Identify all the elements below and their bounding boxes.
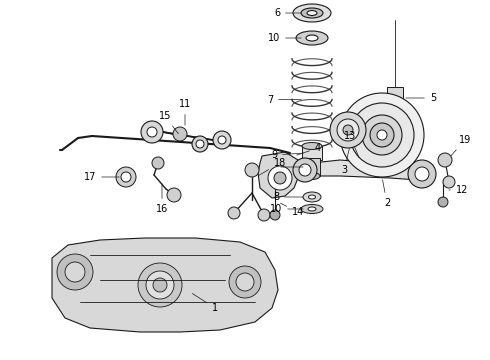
Circle shape xyxy=(146,271,174,299)
Text: 13: 13 xyxy=(344,131,359,157)
Circle shape xyxy=(340,93,424,177)
Circle shape xyxy=(236,273,254,291)
Circle shape xyxy=(121,172,131,182)
Circle shape xyxy=(173,127,187,141)
Circle shape xyxy=(415,167,429,181)
Polygon shape xyxy=(258,152,300,198)
Ellipse shape xyxy=(301,204,323,213)
Text: 17: 17 xyxy=(84,172,119,182)
Text: 7: 7 xyxy=(267,95,301,104)
Text: 2: 2 xyxy=(383,180,390,208)
Text: 18: 18 xyxy=(258,158,286,176)
Circle shape xyxy=(389,159,401,171)
Circle shape xyxy=(65,262,85,282)
Ellipse shape xyxy=(301,8,323,18)
Ellipse shape xyxy=(307,10,317,15)
Circle shape xyxy=(343,125,353,135)
Circle shape xyxy=(274,172,286,184)
Text: 15: 15 xyxy=(159,111,178,134)
Text: 9: 9 xyxy=(271,150,303,160)
Ellipse shape xyxy=(381,127,409,137)
Circle shape xyxy=(141,121,163,143)
Circle shape xyxy=(337,119,359,141)
Polygon shape xyxy=(303,160,424,180)
Circle shape xyxy=(228,207,240,219)
Circle shape xyxy=(377,130,387,140)
Polygon shape xyxy=(118,169,124,185)
Circle shape xyxy=(299,164,311,176)
Circle shape xyxy=(270,210,280,220)
Text: 6: 6 xyxy=(274,8,301,18)
Circle shape xyxy=(438,153,452,167)
Circle shape xyxy=(268,166,292,190)
Circle shape xyxy=(138,263,182,307)
Bar xyxy=(304,158,320,176)
Bar xyxy=(389,106,401,130)
Circle shape xyxy=(153,278,167,292)
Circle shape xyxy=(350,103,414,167)
Bar xyxy=(386,137,404,153)
Circle shape xyxy=(229,266,261,298)
Text: 5: 5 xyxy=(406,93,436,103)
Circle shape xyxy=(57,254,93,290)
Text: 8: 8 xyxy=(273,192,303,202)
Circle shape xyxy=(408,160,436,188)
Text: 19: 19 xyxy=(451,135,471,156)
Text: 1: 1 xyxy=(193,293,218,313)
Bar xyxy=(302,146,322,160)
Circle shape xyxy=(443,176,455,188)
Ellipse shape xyxy=(309,195,316,199)
Circle shape xyxy=(258,209,270,221)
Polygon shape xyxy=(52,238,278,332)
Circle shape xyxy=(167,188,181,202)
Ellipse shape xyxy=(293,4,331,22)
Ellipse shape xyxy=(303,192,321,202)
Ellipse shape xyxy=(308,207,316,211)
Text: 14: 14 xyxy=(280,203,304,217)
Circle shape xyxy=(362,115,402,155)
Bar xyxy=(387,87,403,109)
Ellipse shape xyxy=(304,172,320,180)
Ellipse shape xyxy=(296,31,328,45)
Text: 3: 3 xyxy=(341,149,349,175)
Text: 10: 10 xyxy=(268,33,301,43)
Ellipse shape xyxy=(302,143,322,149)
Ellipse shape xyxy=(306,35,318,41)
Circle shape xyxy=(330,112,366,148)
Text: 4: 4 xyxy=(296,143,321,155)
Circle shape xyxy=(192,136,208,152)
Circle shape xyxy=(438,197,448,207)
Circle shape xyxy=(370,123,394,147)
Circle shape xyxy=(213,131,231,149)
Circle shape xyxy=(196,140,204,148)
Circle shape xyxy=(147,127,157,137)
Circle shape xyxy=(245,163,259,177)
Text: 16: 16 xyxy=(156,184,168,214)
Circle shape xyxy=(218,136,226,144)
Circle shape xyxy=(116,167,136,187)
Text: 10: 10 xyxy=(270,204,303,214)
Text: 11: 11 xyxy=(179,99,191,125)
Circle shape xyxy=(152,157,164,169)
Circle shape xyxy=(293,158,317,182)
Text: 12: 12 xyxy=(449,185,468,195)
